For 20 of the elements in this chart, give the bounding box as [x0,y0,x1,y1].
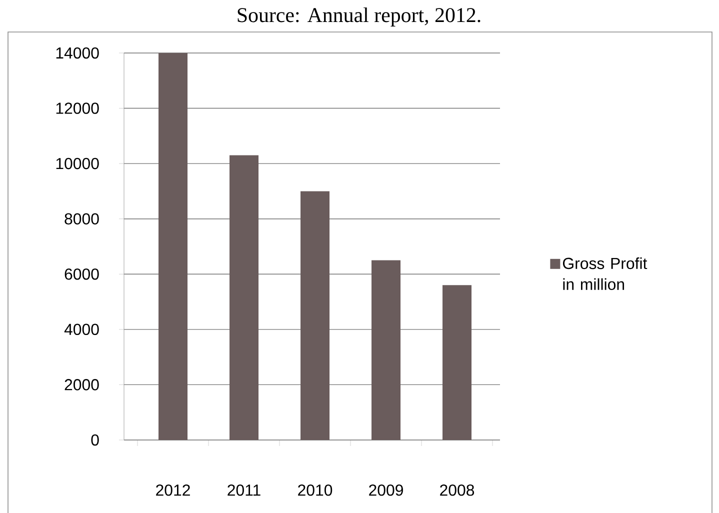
x-tick-label: 2012 [156,484,190,496]
bar [372,260,401,440]
y-tick-label: 12000 [56,102,99,114]
bar [300,191,330,440]
x-tick-label: 2009 [369,484,403,496]
y-tick-label: 2000 [64,379,99,390]
y-tick-label: 10000 [56,158,99,170]
bar [442,285,472,440]
y-tick-label: 4000 [64,324,99,336]
y-tick-label: 14000 [56,47,99,59]
bar [158,52,188,440]
y-tick-label: 0 [91,434,99,446]
bar [230,155,259,440]
y-tick-label: 6000 [64,268,99,280]
legend-label: Gross Profit in million [562,257,648,290]
x-tick-label: 2011 [228,484,260,496]
x-tick-label: 2008 [440,484,474,496]
y-tick-label: 8000 [64,213,99,224]
source-note: Source: Annual report, 2012. [238,7,480,26]
x-tick-label: 2010 [298,484,332,496]
